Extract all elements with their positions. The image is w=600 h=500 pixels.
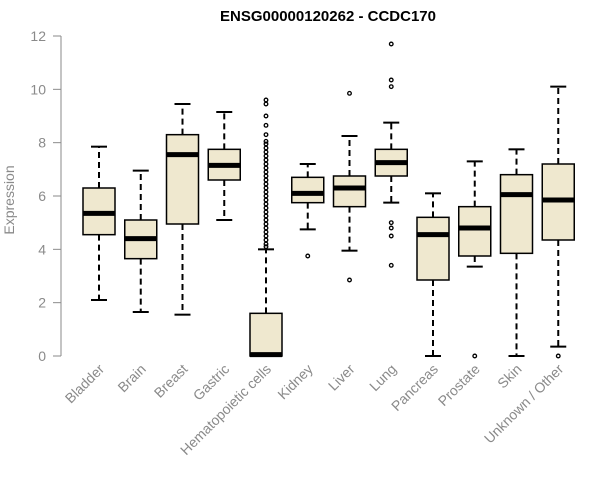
outlier-point [388,225,394,231]
outlier-point [388,41,394,47]
outlier-point [263,209,269,215]
outlier-point [263,122,269,128]
outlier-point [263,185,269,191]
outlier-point [388,262,394,268]
box-brain [124,169,158,313]
iqr-box [249,312,283,357]
box-hematopoietic-cells [249,97,283,358]
outlier-point [263,149,269,155]
outlier-point [347,90,352,96]
outlier-point [263,229,269,235]
outlier-point [263,221,269,227]
box-lung [374,41,408,268]
x-tick-label: Bladder [62,361,108,407]
outlier-point [263,237,269,243]
outlier-point [263,241,269,247]
y-tick-label: 12 [30,28,46,44]
outlier-point [263,213,269,219]
outlier-point [263,169,269,175]
box-unknown-other [541,85,575,359]
y-axis-label: Expression [1,165,17,234]
boxes-group [82,41,575,359]
outlier-point [263,181,269,187]
x-tick-label: Breast [151,361,191,401]
outlier-point [263,141,269,147]
outlier-point [263,225,269,231]
outlier-point [263,101,269,107]
y-tick-label: 4 [38,241,46,257]
outlier-point [263,138,269,144]
x-tick-label: Brain [114,361,148,395]
box-prostate [458,160,492,359]
x-tick-label: Kidney [274,361,316,403]
outlier-point [263,113,269,119]
outlier-point [263,153,269,159]
x-tick-label: Skin [494,361,525,392]
y-tick-label: 6 [38,188,46,204]
x-tick-label: Lung [366,361,399,394]
outlier-point [263,193,269,199]
x-tick-label: Liver [325,361,358,394]
iqr-box [332,175,367,208]
box-kidney [291,163,325,259]
outlier-point [388,84,394,90]
outlier-point [263,97,269,103]
outlier-point [263,189,269,195]
outlier-point [263,244,269,250]
iqr-box [499,173,534,255]
outlier-point [263,217,269,223]
box-liver [332,90,367,283]
outlier-point [263,132,269,138]
outlier-point [472,353,478,359]
outlier-point [263,145,269,151]
outlier-point [388,77,394,83]
x-tick-label: Prostate [435,361,483,409]
y-tick-label: 2 [38,295,46,311]
box-bladder [82,145,116,301]
box-pancreas [416,192,450,357]
outlier-point [388,220,394,226]
outlier-point [305,253,311,259]
outlier-point [263,161,269,167]
outlier-point [263,205,269,211]
outlier-point [347,277,352,283]
outlier-point [263,173,269,179]
y-ticks: 0 2 4 6 8 10 12 [30,28,61,364]
box-breast [165,103,200,316]
iqr-box [458,205,492,257]
iqr-box [416,216,450,281]
box-gastric [207,111,241,221]
outlier-point [263,177,269,183]
y-tick-label: 8 [38,135,46,151]
outlier-point [388,233,394,239]
y-tick-label: 10 [30,81,46,97]
chart-title: ENSG00000120262 - CCDC170 [220,8,436,25]
x-tick-label: Unknown / Other [481,361,567,447]
outlier-point [263,157,269,163]
box-skin [499,148,534,357]
outlier-point [263,233,269,239]
iqr-box [291,176,325,204]
iqr-box [165,133,200,225]
outlier-point [263,201,269,207]
outlier-point [263,197,269,203]
outlier-point [263,165,269,171]
y-tick-label: 0 [38,348,46,364]
outlier-point [555,353,561,359]
